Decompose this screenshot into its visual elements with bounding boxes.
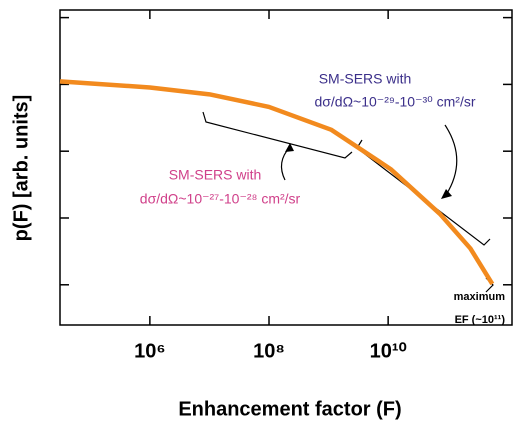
x-tick-label: 10⁸ (253, 340, 285, 362)
annotation: EF (~10¹¹) (455, 314, 506, 326)
annotation-shapes (202, 111, 494, 293)
y-axis-title: p(F) [arb. units] (10, 95, 32, 242)
annotation: maximum (454, 291, 506, 303)
line-series (59, 79, 495, 286)
annotation: SM-SERS with (169, 167, 262, 183)
annotation: SM-SERS with (319, 71, 412, 87)
arrow-heads (285, 143, 452, 199)
annotation: dσ/dΩ~10⁻²⁷-10⁻²⁸ cm²/sr (140, 191, 301, 207)
x-tick-label: 10⁶ (134, 340, 165, 362)
x-axis-title: Enhancement factor (F) (178, 398, 401, 420)
annotation: dσ/dΩ~10⁻²⁹-10⁻³⁰ cm²/sr (314, 94, 475, 110)
plot-frame (59, 9, 513, 326)
x-tick-label: 10¹⁰ (370, 340, 407, 362)
